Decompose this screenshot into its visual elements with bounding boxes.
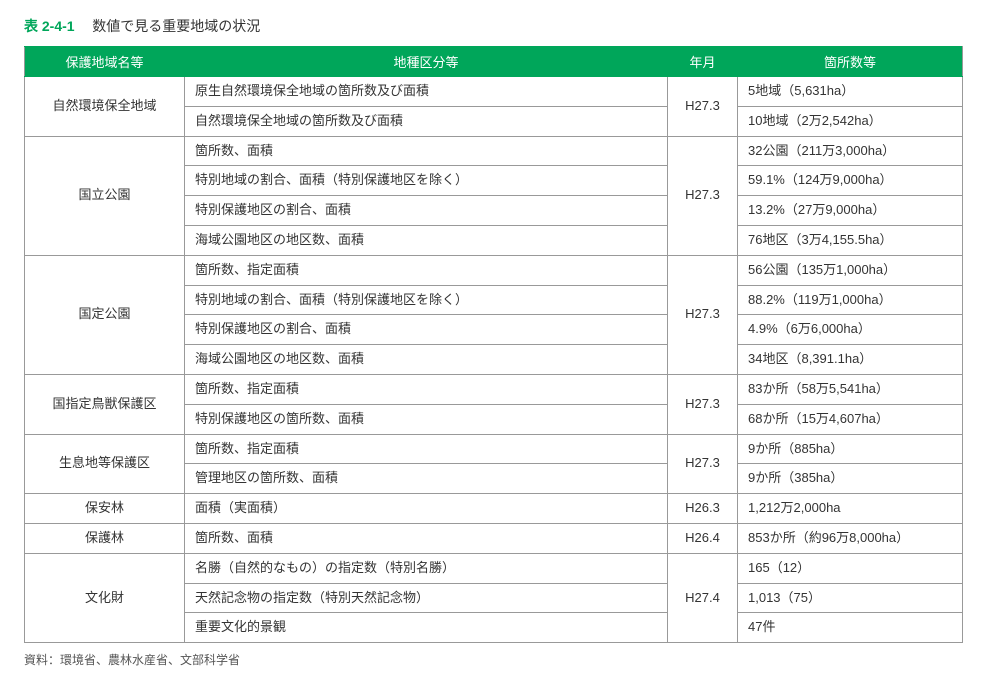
cell-area-name: 文化財 xyxy=(25,553,185,642)
cell-value: 1,212万2,000ha xyxy=(738,494,963,524)
cell-value: 56公園（135万1,000ha） xyxy=(738,255,963,285)
cell-area-name: 保安林 xyxy=(25,494,185,524)
cell-area-name: 国指定鳥獣保護区 xyxy=(25,374,185,434)
table-row: 自然環境保全地域原生自然環境保全地域の箇所数及び面積H27.35地域（5,631… xyxy=(25,77,963,107)
col-header-value: 箇所数等 xyxy=(738,47,963,77)
table-row: 国指定鳥獣保護区箇所数、指定面積H27.383か所（58万5,541ha） xyxy=(25,374,963,404)
cell-type: 特別保護地区の箇所数、面積 xyxy=(185,404,668,434)
cell-year-month: H27.3 xyxy=(668,77,738,137)
cell-year-month: H27.3 xyxy=(668,434,738,494)
cell-area-name: 生息地等保護区 xyxy=(25,434,185,494)
cell-value: 47件 xyxy=(738,613,963,643)
source-note: 資料：環境省、農林水産省、文部科学省 xyxy=(24,651,963,668)
cell-type: 重要文化的景観 xyxy=(185,613,668,643)
cell-value: 10地域（2万2,542ha） xyxy=(738,106,963,136)
protected-areas-table: 保護地域名等 地種区分等 年月 箇所数等 自然環境保全地域原生自然環境保全地域の… xyxy=(24,46,963,643)
table-row: 保護林箇所数、面積H26.4853か所（約96万8,000ha） xyxy=(25,523,963,553)
cell-type: 箇所数、指定面積 xyxy=(185,255,668,285)
cell-value: 4.9%（6万6,000ha） xyxy=(738,315,963,345)
table-number: 表 2-4-1 xyxy=(24,18,75,34)
cell-year-month: H26.3 xyxy=(668,494,738,524)
cell-year-month: H27.3 xyxy=(668,255,738,374)
cell-type: 特別地域の割合、面積（特別保護地区を除く） xyxy=(185,166,668,196)
cell-value: 13.2%（27万9,000ha） xyxy=(738,196,963,226)
cell-type: 特別保護地区の割合、面積 xyxy=(185,315,668,345)
cell-value: 76地区（3万4,155.5ha） xyxy=(738,225,963,255)
table-caption: 数値で見る重要地域の状況 xyxy=(92,18,260,34)
cell-area-name: 国定公園 xyxy=(25,255,185,374)
cell-type: 海域公園地区の地区数、面積 xyxy=(185,345,668,375)
cell-type: 海域公園地区の地区数、面積 xyxy=(185,225,668,255)
col-header-type: 地種区分等 xyxy=(185,47,668,77)
cell-value: 853か所（約96万8,000ha） xyxy=(738,523,963,553)
cell-year-month: H27.4 xyxy=(668,553,738,642)
cell-value: 165（12） xyxy=(738,553,963,583)
table-row: 文化財名勝（自然的なもの）の指定数（特別名勝）H27.4165（12） xyxy=(25,553,963,583)
cell-type: 名勝（自然的なもの）の指定数（特別名勝） xyxy=(185,553,668,583)
cell-value: 34地区（8,391.1ha） xyxy=(738,345,963,375)
cell-type: 天然記念物の指定数（特別天然記念物） xyxy=(185,583,668,613)
cell-type: 自然環境保全地域の箇所数及び面積 xyxy=(185,106,668,136)
cell-area-name: 国立公園 xyxy=(25,136,185,255)
cell-value: 9か所（885ha） xyxy=(738,434,963,464)
cell-value: 32公園（211万3,000ha） xyxy=(738,136,963,166)
cell-value: 59.1%（124万9,000ha） xyxy=(738,166,963,196)
cell-type: 箇所数、指定面積 xyxy=(185,374,668,404)
cell-type: 管理地区の箇所数、面積 xyxy=(185,464,668,494)
cell-value: 68か所（15万4,607ha） xyxy=(738,404,963,434)
table-row: 国立公園箇所数、面積H27.332公園（211万3,000ha） xyxy=(25,136,963,166)
cell-type: 箇所数、指定面積 xyxy=(185,434,668,464)
table-title: 表 2-4-1 数値で見る重要地域の状況 xyxy=(24,16,963,36)
cell-type: 箇所数、面積 xyxy=(185,523,668,553)
cell-value: 9か所（385ha） xyxy=(738,464,963,494)
cell-type: 面積（実面積） xyxy=(185,494,668,524)
cell-year-month: H26.4 xyxy=(668,523,738,553)
cell-area-name: 保護林 xyxy=(25,523,185,553)
cell-value: 83か所（58万5,541ha） xyxy=(738,374,963,404)
cell-type: 特別地域の割合、面積（特別保護地区を除く） xyxy=(185,285,668,315)
cell-value: 5地域（5,631ha） xyxy=(738,77,963,107)
table-row: 保安林面積（実面積）H26.31,212万2,000ha xyxy=(25,494,963,524)
cell-type: 箇所数、面積 xyxy=(185,136,668,166)
col-header-name: 保護地域名等 xyxy=(25,47,185,77)
cell-type: 原生自然環境保全地域の箇所数及び面積 xyxy=(185,77,668,107)
cell-value: 88.2%（119万1,000ha） xyxy=(738,285,963,315)
cell-value: 1,013（75） xyxy=(738,583,963,613)
col-header-ym: 年月 xyxy=(668,47,738,77)
cell-area-name: 自然環境保全地域 xyxy=(25,77,185,137)
table-row: 国定公園箇所数、指定面積H27.356公園（135万1,000ha） xyxy=(25,255,963,285)
table-header-row: 保護地域名等 地種区分等 年月 箇所数等 xyxy=(25,47,963,77)
table-row: 生息地等保護区箇所数、指定面積H27.39か所（885ha） xyxy=(25,434,963,464)
cell-type: 特別保護地区の割合、面積 xyxy=(185,196,668,226)
cell-year-month: H27.3 xyxy=(668,374,738,434)
cell-year-month: H27.3 xyxy=(668,136,738,255)
